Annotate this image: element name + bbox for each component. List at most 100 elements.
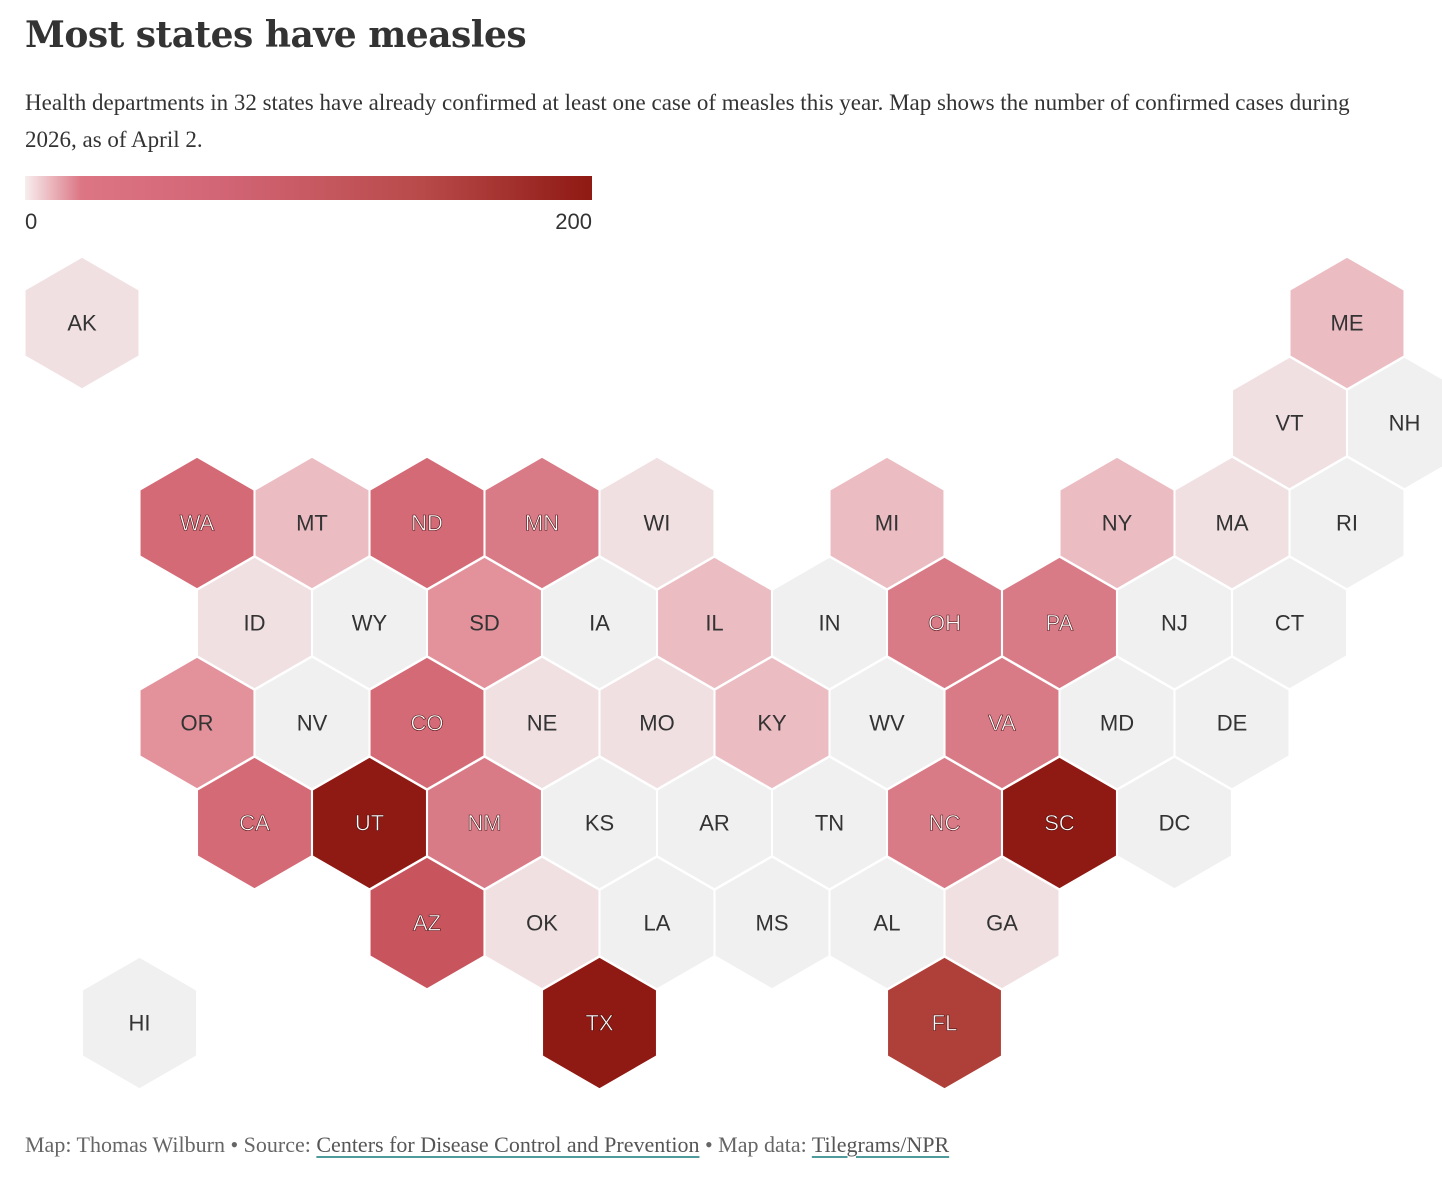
footer-source-label: Source: <box>243 1132 317 1157</box>
state-tile-az[interactable]: AZ <box>369 856 485 990</box>
state-label: AR <box>699 811 730 836</box>
state-label: IN <box>819 611 841 636</box>
state-label: WA <box>180 511 215 536</box>
state-tile-md[interactable]: MD <box>1059 656 1175 790</box>
chart-subtitle: Health departments in 32 states have alr… <box>25 90 1350 152</box>
state-tile-or[interactable]: OR <box>139 656 255 790</box>
state-tile-ar[interactable]: AR <box>656 756 773 890</box>
state-tile-ga[interactable]: GA <box>944 856 1060 990</box>
state-hex <box>886 956 1003 1090</box>
state-label: LA <box>644 911 671 936</box>
state-label: MT <box>296 511 328 536</box>
state-label: WY <box>352 611 388 636</box>
color-scale-legend <box>25 176 592 200</box>
state-tile-ne[interactable]: NE <box>484 656 600 790</box>
state-label: IA <box>589 611 610 636</box>
state-label: NH <box>1389 411 1421 436</box>
state-tile-ca[interactable]: CA <box>196 756 313 890</box>
state-label: ME <box>1331 311 1364 336</box>
state-label: MO <box>639 711 674 736</box>
state-label: ID <box>244 611 266 636</box>
state-tile-va[interactable]: VA <box>944 656 1060 790</box>
state-tile-wi[interactable]: WI <box>599 456 715 590</box>
state-label: HI <box>129 1011 151 1036</box>
state-tile-ms[interactable]: MS <box>714 856 830 990</box>
state-label: SC <box>1044 811 1075 836</box>
state-tile-ak[interactable]: AK <box>24 256 140 390</box>
state-label: GA <box>986 911 1018 936</box>
state-label: NE <box>527 711 558 736</box>
state-tile-nm[interactable]: NM <box>426 756 543 890</box>
state-label: AZ <box>413 911 441 936</box>
state-label: NM <box>467 811 501 836</box>
state-label: VT <box>1275 411 1303 436</box>
state-label: CO <box>411 711 444 736</box>
state-tile-fl[interactable]: FL <box>886 956 1003 1090</box>
state-hex <box>1231 556 1348 690</box>
state-label: DC <box>1159 811 1191 836</box>
state-label: PA <box>1046 611 1074 636</box>
state-hex <box>599 456 715 590</box>
state-label: FL <box>932 1011 958 1036</box>
legend-min-label: 0 <box>25 209 38 234</box>
state-tile-wa[interactable]: WA <box>139 456 255 590</box>
state-tile-nv[interactable]: NV <box>254 656 370 790</box>
state-label: SD <box>469 611 500 636</box>
state-label: IL <box>705 611 723 636</box>
state-tile-mn[interactable]: MN <box>484 456 600 590</box>
state-label: CT <box>1275 611 1304 636</box>
state-tile-dc[interactable]: DC <box>1116 756 1233 890</box>
state-tile-nc[interactable]: NC <box>886 756 1003 890</box>
state-tile-nh[interactable]: NH <box>1346 356 1442 490</box>
state-label: KY <box>757 711 787 736</box>
state-hex <box>81 956 198 1090</box>
state-label: MN <box>525 511 559 536</box>
state-label: AL <box>874 911 901 936</box>
state-tile-me[interactable]: ME <box>1289 256 1405 390</box>
state-label: CA <box>239 811 270 836</box>
state-label: AK <box>67 311 97 336</box>
state-tile-ma[interactable]: MA <box>1174 456 1290 590</box>
state-label: NY <box>1102 511 1133 536</box>
chart-title: Most states have measles <box>25 14 527 56</box>
state-tile-mo[interactable]: MO <box>599 656 715 790</box>
state-tile-sc[interactable]: SC <box>1001 756 1118 890</box>
state-hex <box>1116 756 1233 890</box>
state-label: WI <box>644 511 671 536</box>
state-hex <box>829 456 945 590</box>
map-data-link[interactable]: Tilegrams/NPR <box>811 1132 950 1157</box>
state-label: NV <box>297 711 328 736</box>
hex-tile-map: AK ME VT NH WA MT ND MN WI MI NY MA RI ID WY SD IA IL IN OH… <box>24 256 1442 1090</box>
state-tile-la[interactable]: LA <box>599 856 715 990</box>
state-hex <box>24 256 140 390</box>
state-label: WV <box>869 711 905 736</box>
state-label: UT <box>355 811 384 836</box>
footer-separator: • <box>224 1132 244 1157</box>
state-tile-vt[interactable]: VT <box>1231 356 1348 490</box>
state-tile-ut[interactable]: UT <box>311 756 428 890</box>
state-tile-ri[interactable]: RI <box>1289 456 1405 590</box>
state-label: ND <box>411 511 443 536</box>
state-label: RI <box>1336 511 1358 536</box>
state-tile-id[interactable]: ID <box>196 556 313 690</box>
state-tile-il[interactable]: IL <box>656 556 773 690</box>
footer-map-credit: Map: Thomas Wilburn <box>25 1132 225 1157</box>
state-tile-de[interactable]: DE <box>1174 656 1290 790</box>
state-label: TN <box>815 811 844 836</box>
state-tile-tn[interactable]: TN <box>771 756 888 890</box>
source-link[interactable]: Centers for Disease Control and Preventi… <box>316 1132 700 1157</box>
state-tile-pa[interactable]: PA <box>1001 556 1118 690</box>
state-tile-mt[interactable]: MT <box>254 456 370 590</box>
state-tile-ct[interactable]: CT <box>1231 556 1348 690</box>
state-tile-ok[interactable]: OK <box>484 856 600 990</box>
state-tile-mi[interactable]: MI <box>829 456 945 590</box>
state-tile-hi[interactable]: HI <box>81 956 198 1090</box>
state-hex <box>944 856 1060 990</box>
state-tile-tx[interactable]: TX <box>541 956 658 1090</box>
footer-separator: • <box>699 1132 719 1157</box>
state-label: TX <box>585 1011 613 1036</box>
state-label: NC <box>929 811 961 836</box>
state-label: MD <box>1100 711 1134 736</box>
state-label: NJ <box>1161 611 1188 636</box>
state-tile-nd[interactable]: ND <box>369 456 485 590</box>
